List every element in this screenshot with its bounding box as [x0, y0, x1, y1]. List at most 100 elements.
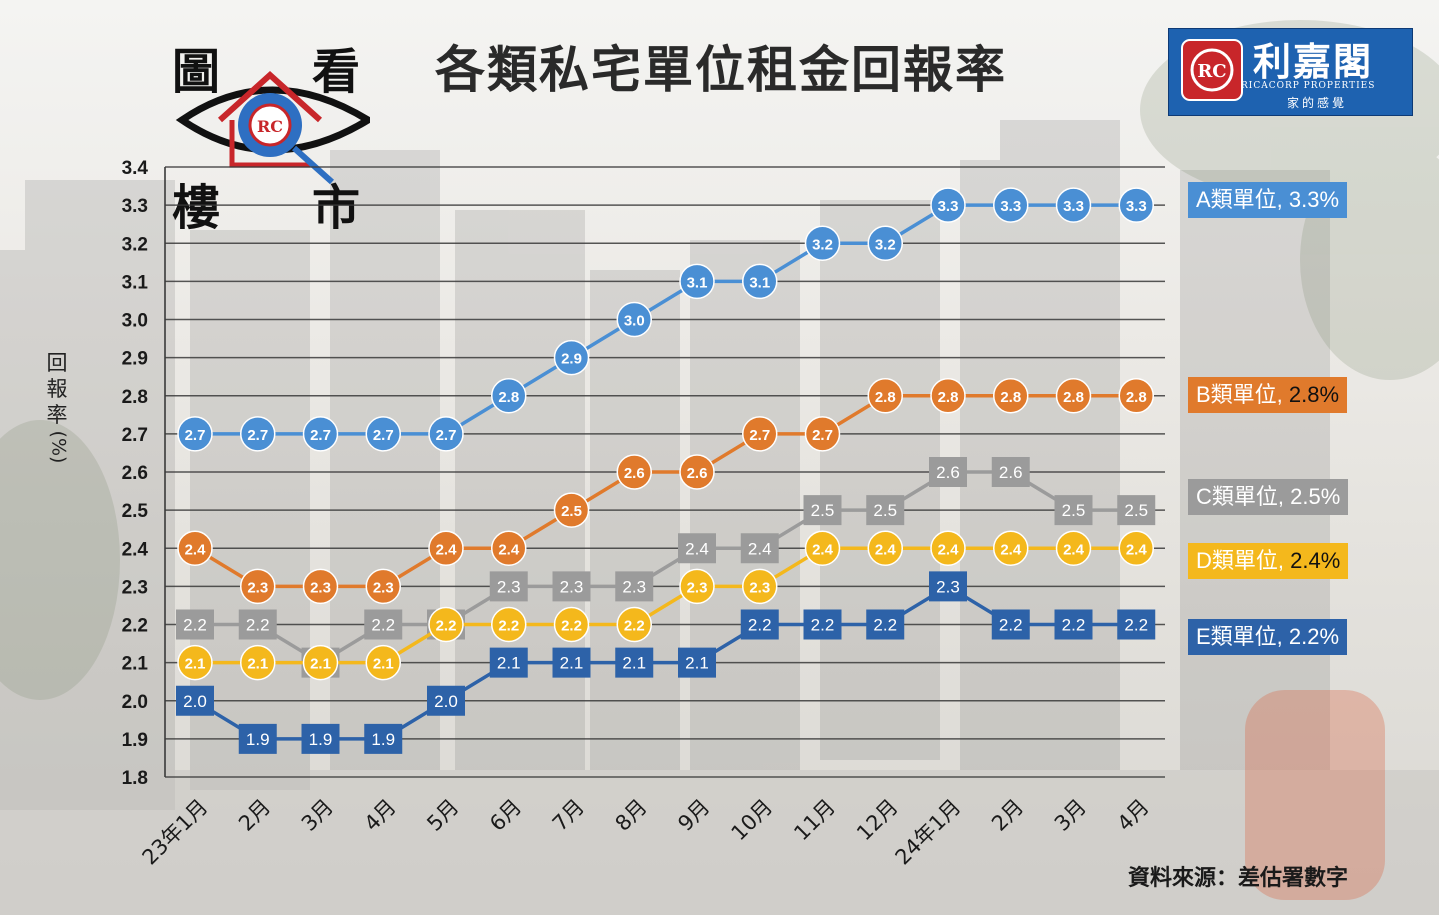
data-label-a: 3.3	[1126, 198, 1147, 215]
series-line-d	[195, 546, 1137, 665]
data-point-b	[1055, 378, 1092, 414]
data-label-b: 2.8	[875, 389, 896, 406]
data-point-a	[240, 416, 276, 452]
data-point-a	[993, 187, 1029, 223]
data-source-note: 資料來源：差估署數字	[1128, 866, 1349, 891]
data-label-b: 2.8	[938, 389, 959, 406]
data-point-b	[867, 378, 903, 414]
x-tick-label: 5月	[422, 795, 463, 836]
y-tick-label: 1.8	[122, 768, 148, 789]
svg-text:RC: RC	[1197, 61, 1226, 82]
data-point-a	[804, 225, 841, 261]
x-tick-label: 4月	[1113, 795, 1154, 836]
data-label-a: 3.3	[938, 198, 959, 215]
data-label-d: 2.2	[436, 618, 457, 635]
data-point-d	[616, 606, 652, 643]
data-label-b: 2.5	[561, 503, 582, 520]
data-label-a: 3.0	[624, 313, 645, 330]
data-label-e: 2.0	[434, 692, 458, 711]
data-point-d	[1055, 530, 1092, 566]
data-label-a: 2.7	[185, 427, 206, 444]
data-point-d	[993, 530, 1029, 566]
data-point-d	[553, 606, 590, 643]
brand-slogan: 家的感覺	[1287, 96, 1348, 110]
data-label-e: 2.1	[497, 654, 521, 673]
data-label-c: 2.5	[1062, 501, 1086, 520]
x-tick-label: 12月	[852, 795, 903, 846]
data-point-e	[1117, 609, 1156, 640]
data-label-b: 2.3	[247, 579, 268, 596]
data-point-e	[364, 723, 403, 754]
data-label-d: 2.1	[310, 656, 331, 673]
data-label-a: 3.1	[687, 274, 708, 291]
legend-entry-d: D類單位, 2.4%	[1188, 543, 1349, 579]
y-axis-label: 回報率 (%)	[42, 350, 72, 464]
data-label-d: 2.4	[875, 541, 897, 558]
data-point-d	[1118, 530, 1154, 566]
data-label-e: 2.1	[560, 654, 584, 673]
data-label-d: 2.2	[624, 618, 645, 635]
data-point-b	[302, 568, 339, 605]
data-point-b	[491, 530, 527, 566]
logo-char-4: 市	[312, 180, 361, 236]
data-point-b	[993, 378, 1029, 414]
data-label-d: 2.1	[185, 656, 206, 673]
data-label-d: 2.3	[687, 579, 708, 596]
data-point-c	[803, 495, 842, 526]
ricacorp-logo: RC 利嘉閣 RICACORP PROPERTIES 家的感覺	[1168, 28, 1413, 116]
x-tick-label: 3月	[1050, 795, 1091, 836]
data-label-c: 2.6	[999, 463, 1023, 482]
data-label-e: 2.2	[873, 616, 897, 635]
data-point-e	[803, 609, 842, 640]
legend-entry-e: E類單位, 2.2%	[1188, 619, 1348, 655]
data-point-c	[866, 495, 905, 526]
data-label-e: 2.1	[685, 654, 709, 673]
data-label-d: 2.4	[812, 541, 834, 558]
data-point-e	[1054, 609, 1093, 640]
y-tick-label: 2.4	[122, 539, 149, 560]
data-point-c	[1054, 495, 1093, 526]
data-label-b: 2.3	[310, 579, 331, 596]
legend-entry-a: A類單位, 3.3%	[1188, 182, 1348, 218]
brand-name: 利嘉閣	[1253, 39, 1374, 84]
data-label-b: 2.4	[185, 541, 207, 558]
data-point-d	[930, 530, 966, 566]
y-axis-label-text: 回報率 (%)	[46, 351, 70, 464]
data-point-e	[991, 609, 1030, 640]
data-label-e: 2.3	[936, 577, 960, 596]
data-label-e: 2.2	[1062, 616, 1086, 635]
data-label-a: 2.8	[498, 389, 519, 406]
data-point-b	[679, 454, 715, 490]
x-tick-label: 6月	[485, 795, 526, 836]
data-label-c: 2.3	[497, 577, 521, 596]
logo-char-3: 樓	[172, 180, 221, 236]
data-point-e	[929, 571, 967, 602]
x-tick-label: 24年1月	[891, 795, 966, 870]
x-tick-label: 3月	[297, 795, 338, 836]
data-point-c	[489, 571, 528, 602]
series-line-a	[195, 203, 1137, 436]
x-tick-label: 11月	[789, 795, 840, 846]
data-label-b: 2.4	[498, 541, 520, 558]
data-label-e: 1.9	[246, 730, 270, 749]
data-point-c	[929, 457, 967, 487]
data-label-d: 2.2	[498, 618, 519, 635]
data-label-d: 2.4	[1000, 541, 1022, 558]
data-point-a	[616, 301, 652, 338]
y-tick-label: 1.9	[122, 730, 148, 751]
data-point-c	[678, 533, 716, 564]
data-label-e: 2.2	[748, 616, 772, 635]
data-label-c: 2.3	[622, 577, 646, 596]
y-tick-label: 2.3	[122, 577, 148, 598]
data-point-a	[177, 416, 213, 452]
data-label-c: 2.2	[183, 616, 207, 635]
data-label-a: 3.2	[875, 236, 896, 253]
y-tick-label: 3.0	[122, 311, 148, 332]
series-line-e	[194, 584, 1137, 741]
legend-entry-b: B類單位, 2.8%	[1188, 377, 1348, 413]
data-point-e	[238, 723, 277, 754]
x-tick-label: 2月	[234, 795, 275, 836]
data-point-b	[616, 454, 652, 490]
data-point-c	[238, 609, 277, 640]
